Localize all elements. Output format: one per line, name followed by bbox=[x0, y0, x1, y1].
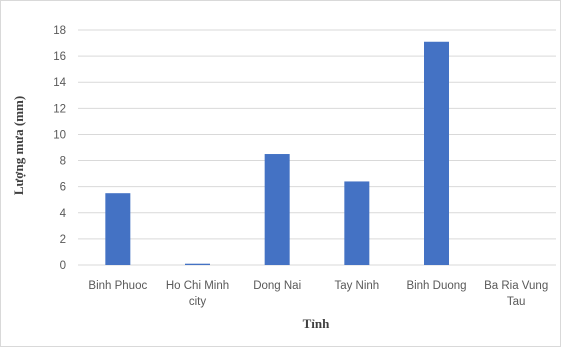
y-tick-label: 12 bbox=[53, 103, 66, 115]
y-tick-label: 10 bbox=[53, 129, 66, 141]
x-tick-label: Ho Chi Minh city bbox=[166, 280, 229, 308]
x-tick-label: Dong Nai bbox=[253, 280, 301, 292]
bar bbox=[424, 41, 449, 265]
x-tick-label: Binh Duong bbox=[406, 280, 466, 292]
y-tick-label: 6 bbox=[60, 182, 66, 194]
bar bbox=[344, 181, 370, 265]
y-tick-label: 4 bbox=[60, 208, 67, 220]
y-tick-label: 14 bbox=[53, 77, 66, 89]
y-tick-label: 0 bbox=[60, 260, 66, 272]
y-axis-ticks: 0 2 4 6 8 10 12 14 16 18 bbox=[53, 25, 66, 272]
y-tick-label: 18 bbox=[53, 25, 66, 37]
gridlines bbox=[78, 29, 556, 266]
bar bbox=[105, 193, 131, 265]
bar bbox=[264, 154, 290, 265]
bar bbox=[185, 263, 210, 265]
x-tick-label: Ba Ria Vung Tau bbox=[484, 280, 548, 308]
y-axis-title: Lượng mưa (mm) bbox=[11, 96, 26, 195]
bars bbox=[105, 41, 449, 265]
x-axis-title: Tỉnh bbox=[303, 316, 331, 331]
y-tick-label: 16 bbox=[53, 51, 66, 63]
x-tick-label: Binh Phuoc bbox=[88, 280, 147, 292]
x-tick-label: Tay Ninh bbox=[334, 280, 379, 292]
x-axis-ticks: Binh Phuoc Ho Chi Minh city Dong Nai Tay Nin… bbox=[88, 280, 548, 308]
y-tick-label: 2 bbox=[60, 234, 66, 246]
y-tick-label: 8 bbox=[60, 156, 66, 168]
